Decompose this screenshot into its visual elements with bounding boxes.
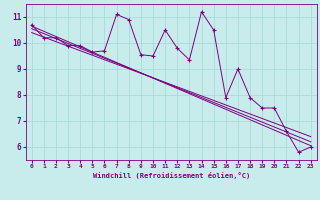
X-axis label: Windchill (Refroidissement éolien,°C): Windchill (Refroidissement éolien,°C) [92,172,250,179]
